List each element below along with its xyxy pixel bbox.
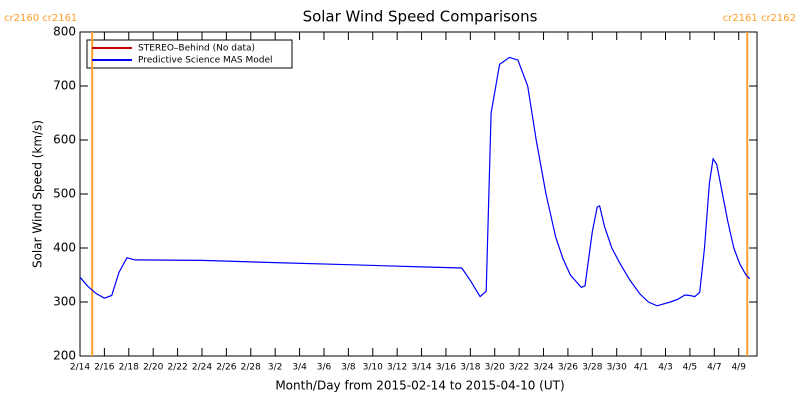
y-tick-label: 200: [53, 349, 76, 363]
y-tick-label: 600: [53, 133, 76, 147]
legend-label: STEREO–Behind (No data): [138, 44, 255, 54]
x-tick-label: 4/1: [634, 363, 648, 373]
legend-label: Predictive Science MAS Model: [138, 56, 273, 66]
x-tick-label: 2/24: [192, 363, 212, 373]
x-tick-label: 4/9: [731, 363, 746, 373]
x-tick-label: 3/18: [460, 363, 480, 373]
x-tick-label: 4/3: [658, 363, 672, 373]
x-tick-label: 3/28: [582, 363, 602, 373]
x-tick-label: 3/10: [363, 363, 383, 373]
x-tick-label: 3/14: [411, 363, 431, 373]
x-tick-label: 3/12: [387, 363, 407, 373]
x-tick-label: 2/28: [241, 363, 261, 373]
x-tick-label: 3/6: [317, 363, 332, 373]
chart-title: Solar Wind Speed Comparisons: [303, 8, 538, 26]
y-tick-label: 400: [53, 241, 76, 255]
x-tick-label: 3/8: [341, 363, 356, 373]
x-tick-label: 3/26: [558, 363, 578, 373]
carrington-label: cr2160 cr2161: [4, 13, 77, 24]
y-tick-label: 700: [53, 79, 76, 93]
x-tick-label: 3/20: [485, 363, 505, 373]
x-tick-label: 2/22: [167, 363, 187, 373]
x-tick-label: 3/22: [509, 363, 529, 373]
y-tick-label: 500: [53, 187, 76, 201]
x-tick-label: 4/5: [683, 363, 697, 373]
x-tick-label: 2/18: [119, 363, 139, 373]
x-tick-label: 2/14: [70, 363, 90, 373]
x-tick-label: 2/16: [94, 363, 114, 373]
y-tick-label: 800: [53, 25, 76, 39]
y-tick-label: 300: [53, 295, 76, 309]
x-tick-label: 3/16: [436, 363, 456, 373]
x-tick-label: 4/7: [707, 363, 721, 373]
carrington-label: cr2161 cr2162: [723, 13, 796, 24]
series-line: [79, 56, 751, 307]
x-tick-label: 3/24: [533, 363, 553, 373]
y-axis-label: Solar Wind Speed (km/s): [31, 120, 45, 268]
x-tick-label: 2/20: [143, 363, 163, 373]
x-tick-label: 3/2: [268, 363, 282, 373]
x-tick-label: 3/30: [607, 363, 627, 373]
x-tick-label: 3/4: [292, 363, 307, 373]
x-tick-label: 2/26: [216, 363, 236, 373]
legend-box: [86, 39, 293, 69]
x-axis-label: Month/Day from 2015-02-14 to 2015-04-10 …: [275, 379, 564, 393]
